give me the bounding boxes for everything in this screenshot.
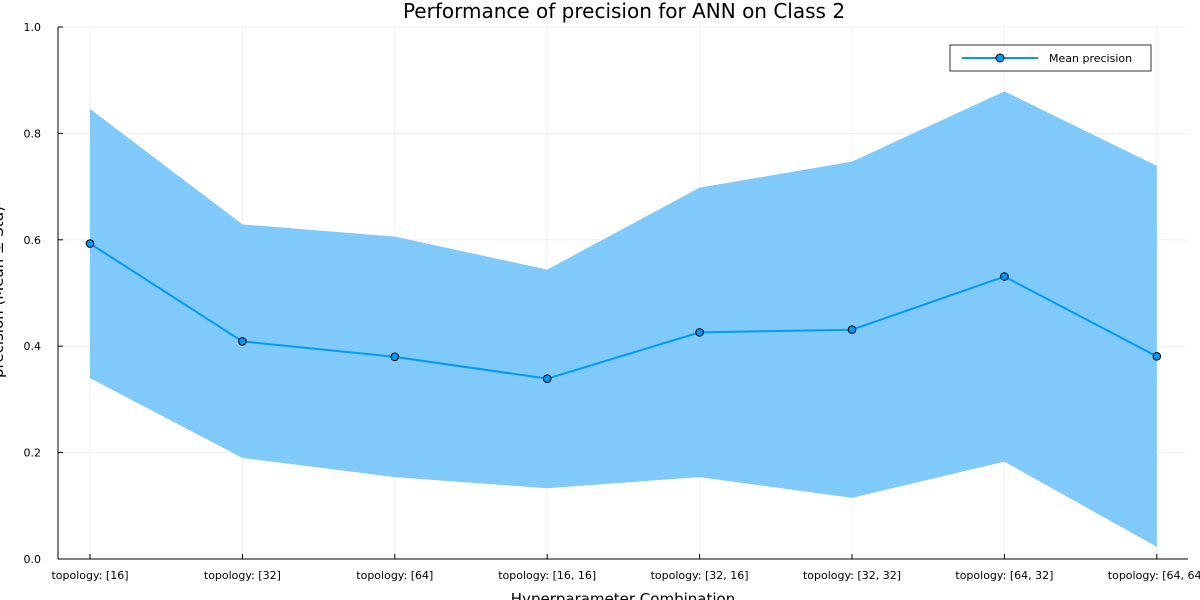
mean-precision-line — [89, 242, 1158, 380]
x-tick-label: topology: [16] — [51, 569, 128, 582]
y-tick-label: 0.2 — [24, 447, 42, 460]
x-tick-label: topology: [32, 32] — [803, 569, 901, 582]
y-tick-label: 0.6 — [24, 234, 42, 247]
data-point-marker — [390, 352, 400, 362]
data-point-marker — [1152, 352, 1162, 361]
y-axis-label: precision (Mean ± Std) — [0, 206, 7, 378]
data-point-marker — [847, 325, 857, 335]
y-tick-labels: 0.0 0.2 0.4 0.6 0.8 1.0 — [24, 21, 42, 566]
axes — [57, 26, 1188, 560]
legend-marker-swatch — [995, 53, 1005, 63]
legend-label: Mean precision — [1049, 52, 1132, 65]
chart-title: Performance of precision for ANN on Clas… — [403, 0, 845, 23]
x-axis-label: Hyperparameter Combination — [511, 590, 735, 600]
x-tick-label: topology: [32, 16] — [651, 569, 749, 582]
x-tick-label: topology: [64, 32] — [955, 569, 1053, 582]
y-tick-label: 0.0 — [24, 553, 42, 566]
std-band-area — [90, 91, 1157, 547]
std-band — [90, 91, 1157, 547]
x-tick-label: topology: [64, 64] — [1108, 569, 1200, 582]
data-point-marker — [1000, 272, 1009, 281]
x-tick-label: topology: [16, 16] — [498, 569, 596, 582]
y-tick-label: 0.8 — [24, 127, 42, 140]
x-tick-label: topology: [32] — [204, 569, 281, 582]
y-tick-label: 0.4 — [24, 340, 42, 353]
x-tick-labels: topology: [16] topology: [32] topology: [6… — [51, 569, 1200, 582]
data-point-marker — [542, 374, 552, 383]
data-point-marker — [238, 337, 247, 346]
data-point-marker — [85, 239, 95, 248]
y-tick-label: 1.0 — [24, 21, 42, 34]
mean-line-series — [89, 242, 1158, 380]
legend: Mean precision — [949, 44, 1152, 72]
data-point-marker — [695, 328, 704, 337]
x-tick-label: topology: [64] — [356, 569, 433, 582]
markers — [85, 239, 1162, 383]
